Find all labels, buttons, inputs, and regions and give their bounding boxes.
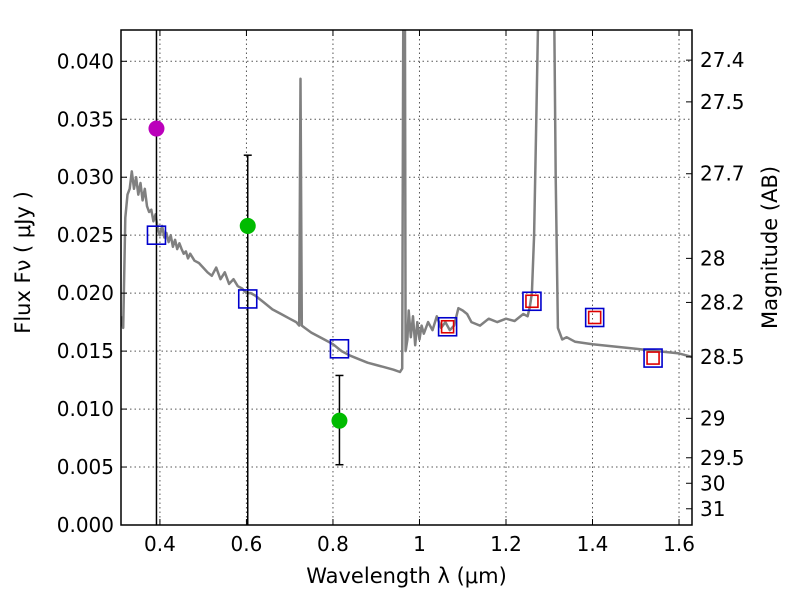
observed-flux-point	[239, 217, 256, 234]
right-tick-label: 27.4	[700, 48, 745, 72]
model-photometry-square	[437, 316, 458, 337]
model-photometry-square	[237, 289, 258, 309]
y-tick-label: 0.035	[57, 107, 114, 131]
model-photometry-square	[522, 291, 542, 312]
markers-layer	[146, 120, 663, 429]
y-tick-label: 0.030	[57, 165, 114, 189]
right-tick-label: 31	[700, 497, 725, 521]
grid-lines	[121, 30, 692, 526]
sed-line-layer	[121, 30, 692, 374]
observed-photometry-square	[525, 294, 539, 309]
observed-photometry-square	[587, 310, 602, 325]
y-tick-label: 0.000	[57, 513, 114, 537]
y-tick-label: 0.010	[57, 397, 114, 421]
y-axis-label: Flux Fν ( μJy )	[11, 191, 35, 334]
observed-flux-point	[331, 412, 348, 429]
x-tick-label: 0.6	[231, 532, 263, 556]
right-tick-label: 30	[700, 471, 725, 495]
x-tick-label: 1.4	[577, 532, 609, 556]
sed-model-line	[121, 30, 692, 374]
right-tick-label: 28.5	[700, 345, 745, 369]
right-tick-label: 28	[700, 246, 725, 270]
y-tick-label: 0.005	[57, 455, 114, 479]
right-tick-label: 29	[700, 406, 725, 430]
ticks-layer: 0.4 0.6 0.8 1 1.2 1.4 1.6 0.000 0.005 0.010 0.015 0…	[57, 30, 745, 556]
x-tick-label: 1.6	[663, 532, 695, 556]
model-photometry-square	[146, 225, 167, 245]
right-tick-label: 27.5	[700, 90, 745, 114]
y-tick-label: 0.020	[57, 281, 114, 305]
y-tick-label: 0.025	[57, 223, 114, 247]
right-tick-label: 28.2	[700, 290, 745, 314]
error-bars-layer	[155, 30, 344, 525]
model-photometry-square	[329, 338, 350, 359]
plot-frame	[120, 29, 693, 526]
right-axis-label: Magnitude (AB)	[758, 166, 782, 329]
x-tick-label: 1.2	[490, 532, 522, 556]
observed-photometry-square	[440, 319, 455, 334]
observed-photometry-square	[646, 351, 660, 365]
y-tick-label: 0.040	[57, 49, 114, 73]
model-photometry-square	[643, 348, 663, 368]
y-tick-label: 0.015	[57, 339, 114, 363]
right-tick-label: 27.7	[700, 162, 745, 186]
right-tick-label: 29.5	[700, 446, 745, 470]
model-photometry-square	[584, 307, 605, 328]
x-tick-label: 1	[413, 532, 426, 556]
x-axis-label: Wavelength λ (μm)	[306, 564, 507, 588]
observed-flux-point	[148, 120, 165, 137]
x-tick-label: 0.4	[144, 532, 176, 556]
x-tick-label: 0.8	[317, 532, 349, 556]
